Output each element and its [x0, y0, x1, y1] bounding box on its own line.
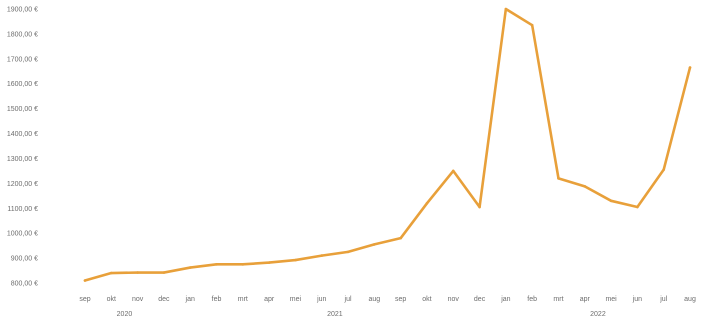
x-tick-label: jan — [185, 296, 195, 303]
data-point — [346, 250, 350, 254]
data-point — [188, 266, 192, 269]
data-point — [294, 258, 297, 262]
x-tick-label: jun — [316, 296, 326, 303]
year-axis: 2020 2021 2022 — [117, 311, 606, 318]
x-tick-label: feb — [527, 296, 537, 303]
x-tick-label: dec — [158, 296, 170, 303]
data-point — [583, 185, 587, 188]
x-tick-label: jan — [500, 296, 510, 303]
y-tick-label: 1200,00 € — [7, 181, 38, 188]
x-tick-label: nov — [448, 296, 460, 303]
data-point — [267, 261, 271, 264]
x-tick-label: jul — [659, 296, 667, 303]
y-tick-label: 1700,00 € — [7, 56, 38, 63]
y-tick-label: 1900,00 € — [7, 7, 38, 14]
y-tick-label: 1500,00 € — [7, 106, 38, 113]
year-label: 2020 — [117, 311, 133, 318]
data-point — [110, 271, 113, 275]
y-tick-label: 900,00 € — [11, 256, 38, 263]
data-point — [136, 271, 139, 274]
x-tick-label: apr — [580, 296, 591, 303]
x-tick-label: dec — [474, 296, 486, 303]
x-tick-label: aug — [684, 296, 696, 303]
x-tick-label: okt — [422, 296, 431, 303]
data-point — [609, 199, 613, 203]
year-label: 2022 — [590, 311, 606, 318]
data-point — [241, 263, 245, 266]
data-point — [425, 201, 429, 205]
x-tick-label: aug — [369, 296, 381, 303]
data-point — [530, 23, 534, 27]
y-tick-label: 1300,00 € — [7, 156, 38, 163]
data-point — [478, 205, 481, 209]
x-tick-label: sep — [395, 296, 406, 303]
data-point — [557, 177, 560, 180]
data-point — [636, 205, 639, 209]
y-tick-label: 1000,00 € — [7, 231, 38, 238]
y-tick-label: 1400,00 € — [7, 131, 38, 138]
x-tick-label: mei — [290, 296, 302, 303]
y-tick-label: 1600,00 € — [7, 81, 38, 88]
y-axis: 800,00 € 900,00 € 1000,00 € 1100,00 € 1200,0… — [7, 7, 38, 288]
x-tick-label: mrt — [553, 296, 563, 303]
x-tick-label: jul — [344, 296, 352, 303]
data-point — [504, 7, 508, 11]
data-point — [215, 263, 218, 266]
x-tick-label: sep — [79, 296, 90, 303]
x-tick-label: jun — [632, 296, 642, 303]
data-point — [83, 279, 87, 282]
x-tick-label: feb — [212, 296, 222, 303]
series-line — [83, 7, 692, 282]
x-tick-label: okt — [107, 296, 116, 303]
x-axis: sep okt nov dec jan feb mrt apr mei jun jul aug sep o… — [79, 296, 696, 303]
y-tick-label: 1800,00 € — [7, 31, 38, 38]
y-tick-label: 1100,00 € — [7, 206, 38, 213]
series-layer — [83, 7, 692, 282]
data-point — [688, 66, 692, 69]
x-tick-label: nov — [132, 296, 144, 303]
data-point — [399, 236, 402, 240]
x-tick-label: mei — [605, 296, 617, 303]
year-label: 2021 — [327, 311, 343, 318]
x-tick-label: apr — [264, 296, 275, 303]
data-point — [373, 243, 376, 246]
x-tick-label: mrt — [238, 296, 248, 303]
data-point — [320, 254, 324, 257]
data-point — [662, 168, 665, 171]
y-tick-label: 800,00 € — [11, 281, 38, 288]
data-point — [162, 271, 166, 274]
data-point — [451, 169, 455, 173]
